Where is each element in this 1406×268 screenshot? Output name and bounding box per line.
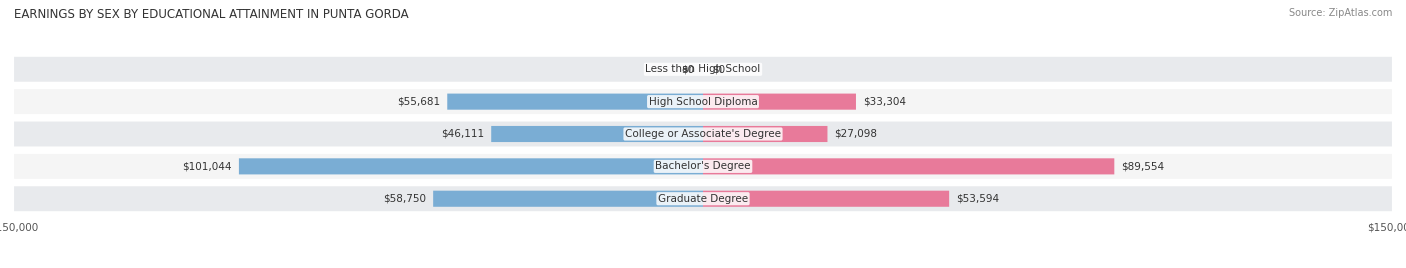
- FancyBboxPatch shape: [14, 186, 1392, 211]
- FancyBboxPatch shape: [14, 89, 1392, 114]
- Text: Graduate Degree: Graduate Degree: [658, 194, 748, 204]
- Text: $101,044: $101,044: [183, 161, 232, 171]
- FancyBboxPatch shape: [491, 126, 703, 142]
- Text: $27,098: $27,098: [834, 129, 877, 139]
- Text: EARNINGS BY SEX BY EDUCATIONAL ATTAINMENT IN PUNTA GORDA: EARNINGS BY SEX BY EDUCATIONAL ATTAINMEN…: [14, 8, 409, 21]
- Text: Less than High School: Less than High School: [645, 64, 761, 74]
- FancyBboxPatch shape: [14, 57, 1392, 82]
- FancyBboxPatch shape: [433, 191, 703, 207]
- Text: $0: $0: [713, 64, 725, 74]
- Text: College or Associate's Degree: College or Associate's Degree: [626, 129, 780, 139]
- Text: $33,304: $33,304: [863, 97, 905, 107]
- Text: Bachelor's Degree: Bachelor's Degree: [655, 161, 751, 171]
- Text: $53,594: $53,594: [956, 194, 1000, 204]
- Text: $58,750: $58,750: [384, 194, 426, 204]
- Text: $55,681: $55,681: [398, 97, 440, 107]
- Text: $89,554: $89,554: [1121, 161, 1164, 171]
- Text: Source: ZipAtlas.com: Source: ZipAtlas.com: [1288, 8, 1392, 18]
- Text: $46,111: $46,111: [441, 129, 484, 139]
- FancyBboxPatch shape: [447, 94, 703, 110]
- FancyBboxPatch shape: [703, 158, 1115, 174]
- FancyBboxPatch shape: [703, 94, 856, 110]
- FancyBboxPatch shape: [14, 154, 1392, 179]
- Text: High School Diploma: High School Diploma: [648, 97, 758, 107]
- FancyBboxPatch shape: [239, 158, 703, 174]
- FancyBboxPatch shape: [703, 191, 949, 207]
- FancyBboxPatch shape: [14, 122, 1392, 146]
- Text: $0: $0: [681, 64, 693, 74]
- FancyBboxPatch shape: [703, 126, 828, 142]
